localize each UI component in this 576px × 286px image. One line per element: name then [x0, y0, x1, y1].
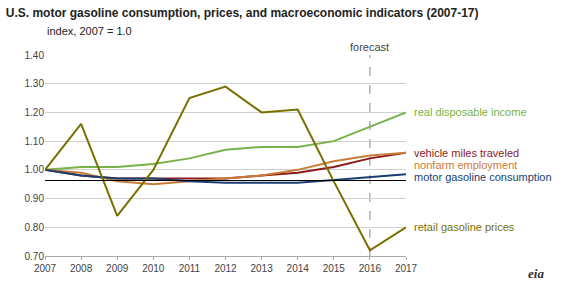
- svg-text:1.30: 1.30: [25, 78, 45, 89]
- svg-text:2008: 2008: [70, 263, 93, 274]
- svg-text:2016: 2016: [359, 263, 382, 274]
- svg-text:2014: 2014: [287, 263, 310, 274]
- svg-text:index, 2007 = 1.0: index, 2007 = 1.0: [47, 25, 132, 37]
- svg-text:1.00: 1.00: [25, 164, 45, 175]
- svg-text:motor gasoline consumption: motor gasoline consumption: [414, 171, 552, 183]
- svg-text:1.20: 1.20: [25, 107, 45, 118]
- svg-text:U.S. motor gasoline consumptio: U.S. motor gasoline consumption, prices,…: [6, 6, 479, 20]
- svg-text:2009: 2009: [106, 263, 129, 274]
- svg-text:2011: 2011: [179, 263, 201, 274]
- svg-text:forecast: forecast: [350, 41, 389, 53]
- svg-text:0.80: 0.80: [25, 222, 45, 233]
- svg-text:0.70: 0.70: [25, 251, 45, 262]
- svg-text:vehicle miles traveled: vehicle miles traveled: [414, 147, 519, 159]
- svg-text:retail gasoline prices: retail gasoline prices: [414, 221, 515, 233]
- svg-text:real disposable income: real disposable income: [414, 106, 527, 118]
- svg-text:1.10: 1.10: [25, 136, 45, 147]
- svg-text:0.90: 0.90: [25, 193, 45, 204]
- svg-text:2012: 2012: [214, 263, 237, 274]
- svg-text:2007: 2007: [34, 263, 57, 274]
- svg-text:2017: 2017: [395, 263, 418, 274]
- svg-text:2010: 2010: [142, 263, 165, 274]
- svg-text:1.40: 1.40: [25, 50, 45, 61]
- svg-text:2013: 2013: [250, 263, 273, 274]
- svg-text:2015: 2015: [323, 263, 346, 274]
- svg-text:eia: eia: [528, 266, 544, 281]
- svg-text:nonfarm employment: nonfarm employment: [414, 159, 517, 171]
